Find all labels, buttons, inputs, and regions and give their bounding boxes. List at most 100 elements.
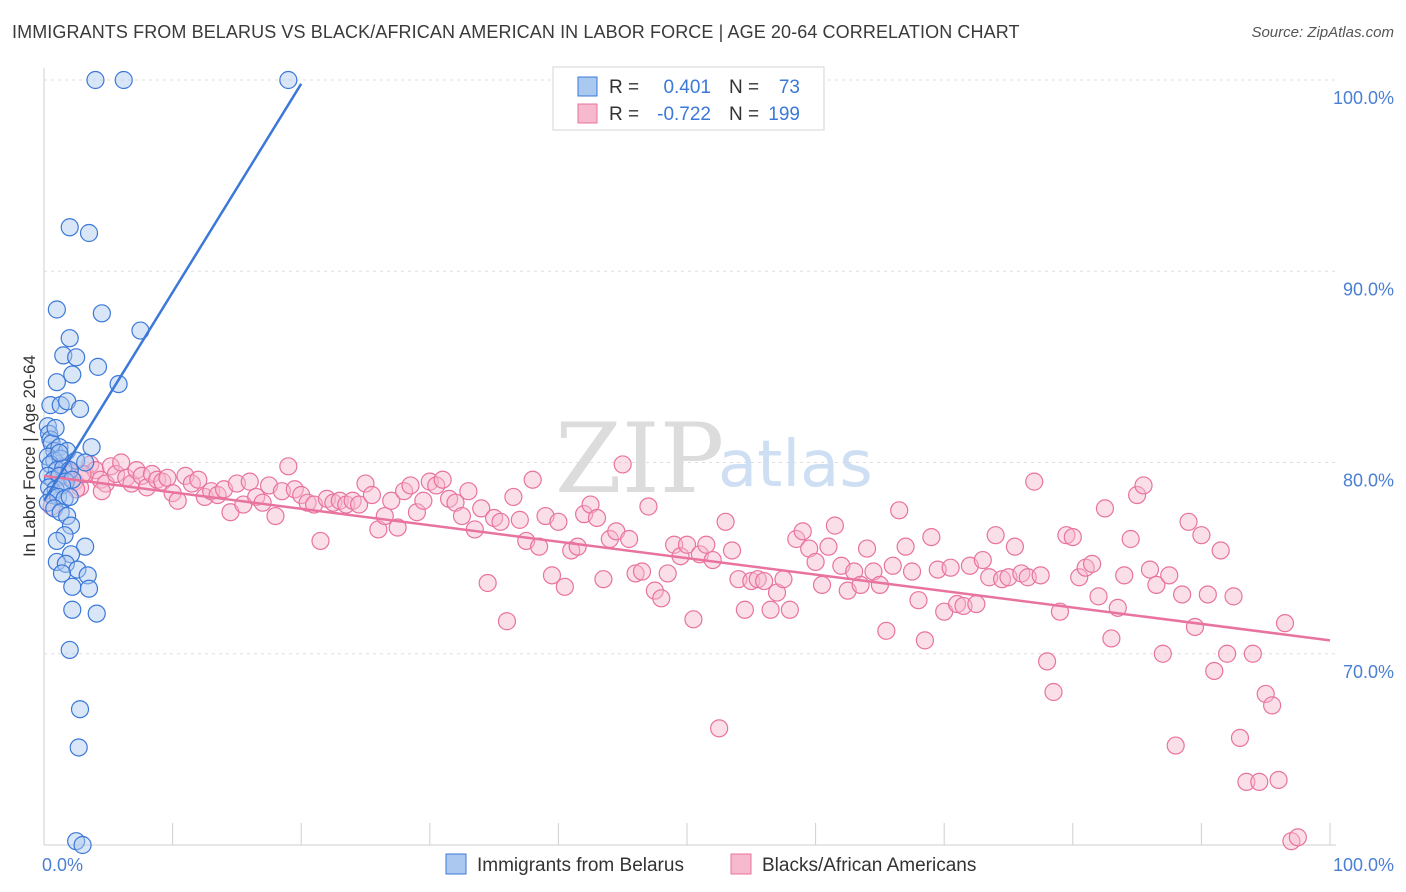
pink-point-35	[240, 472, 259, 491]
pink-point-186	[1211, 541, 1230, 560]
blue-point-55	[76, 537, 95, 556]
legend-r-value-1: 0.401	[663, 77, 711, 98]
pink-point-112	[735, 600, 754, 619]
pink-point-101	[665, 535, 684, 554]
legend-r-label-2: R =	[609, 104, 639, 125]
bottom-legend-swatch-pink	[730, 853, 752, 875]
series-legend: Immigrants from Belarus Blacks/African A…	[445, 853, 976, 876]
y-tick-label-100: 100.0%	[1333, 88, 1394, 108]
correlation-legend: R = 0.401 N = 73 R = -0.722 N = 199	[552, 66, 825, 131]
trend-lines	[42, 83, 1331, 642]
legend-r-label-1: R =	[609, 77, 639, 98]
legend-n-label-1: N =	[729, 77, 759, 98]
x-tick-label-min: 0.0%	[42, 855, 83, 875]
pink-point-53	[356, 474, 375, 493]
pink-point-168	[1095, 499, 1115, 518]
blue-point-1	[114, 70, 133, 90]
pink-point-94	[620, 529, 639, 549]
blue-point-47	[60, 487, 79, 507]
pink-point-192	[1250, 772, 1269, 791]
pink-point-89	[587, 508, 607, 528]
blue-point-71	[50, 443, 69, 463]
pink-point-100	[658, 564, 677, 583]
pink-point-99	[652, 589, 671, 608]
pink-point-113	[742, 571, 761, 591]
pink-point-159	[1037, 652, 1057, 671]
y-tick-label-70: 70.0%	[1343, 662, 1394, 682]
series-immigrants-from-belarus	[38, 70, 298, 855]
blue-point-57	[47, 552, 66, 572]
watermark-atlas: atlas	[718, 428, 873, 502]
pink-point-133	[870, 575, 890, 595]
pink-point-13	[112, 453, 131, 472]
pink-point-137	[896, 537, 915, 556]
pink-point-58	[388, 518, 407, 537]
pink-point-108	[710, 719, 729, 738]
pink-point-60	[401, 476, 420, 495]
pink-point-68	[452, 506, 472, 526]
pink-point-75	[497, 612, 517, 631]
pink-point-104	[684, 610, 703, 629]
pink-point-62	[414, 491, 433, 510]
blue-point-2	[279, 70, 298, 90]
pink-point-22	[158, 468, 177, 487]
source-label: Source: ZipAtlas.com	[1251, 24, 1394, 41]
blue-point-56	[61, 545, 81, 564]
bottom-legend-label-blue: Immigrants from Belarus	[477, 855, 684, 876]
pink-point-154	[1005, 537, 1025, 556]
blue-point-26	[82, 438, 101, 457]
pink-point-145	[947, 594, 967, 614]
pink-point-166	[1082, 554, 1102, 573]
pink-point-136	[890, 501, 909, 520]
y-tick-label-80: 80.0%	[1343, 471, 1394, 491]
pink-point-189	[1230, 728, 1250, 748]
pink-point-138	[902, 562, 922, 581]
x-ticks	[43, 823, 1331, 845]
pink-point-177	[1153, 644, 1172, 663]
blue-point-52	[61, 516, 81, 535]
blue-point-54	[47, 531, 66, 551]
pink-point-188	[1224, 587, 1243, 606]
blue-point-5	[47, 300, 66, 319]
pink-point-123	[806, 552, 825, 572]
blue-point-66	[60, 640, 79, 660]
blue-point-68	[69, 738, 88, 757]
blue-point-11	[88, 357, 108, 376]
pink-point-44	[298, 493, 317, 512]
blue-point-3	[60, 218, 79, 237]
pink-point-27	[189, 470, 208, 489]
pink-point-190	[1237, 772, 1256, 791]
pink-point-19	[142, 464, 162, 484]
blue-point-59	[68, 560, 87, 579]
pink-point-198	[1288, 828, 1307, 847]
blue-point-63	[79, 579, 99, 598]
legend-swatch-blue	[577, 76, 598, 97]
chart-title: IMMIGRANTS FROM BELARUS VS BLACK/AFRICAN…	[12, 22, 1020, 42]
pink-point-79	[523, 470, 542, 489]
pink-point-134	[877, 621, 896, 640]
pink-point-71	[472, 499, 491, 518]
legend-r-value-2: -0.722	[657, 104, 711, 125]
legend-frame	[552, 66, 825, 131]
pink-point-109	[716, 512, 735, 531]
pink-point-77	[510, 510, 529, 529]
pink-point-93	[613, 455, 632, 474]
pink-point-16	[127, 461, 146, 480]
pink-point-52	[349, 495, 369, 514]
pink-point-74	[491, 512, 510, 531]
y-tick-label-90: 90.0%	[1343, 279, 1394, 299]
pink-point-125	[819, 537, 838, 556]
blue-point-61	[78, 566, 97, 585]
blue-point-70	[73, 835, 92, 855]
pink-point-135	[883, 556, 902, 575]
pink-point-171	[1115, 566, 1134, 585]
blue-point-8	[60, 329, 79, 348]
trend-line-blue	[42, 83, 303, 502]
pink-point-160	[1044, 682, 1063, 702]
pink-point-167	[1089, 587, 1108, 606]
pink-point-184	[1198, 585, 1217, 604]
pink-point-118	[774, 570, 793, 589]
pink-point-116	[761, 600, 780, 619]
pink-point-90	[594, 570, 613, 589]
